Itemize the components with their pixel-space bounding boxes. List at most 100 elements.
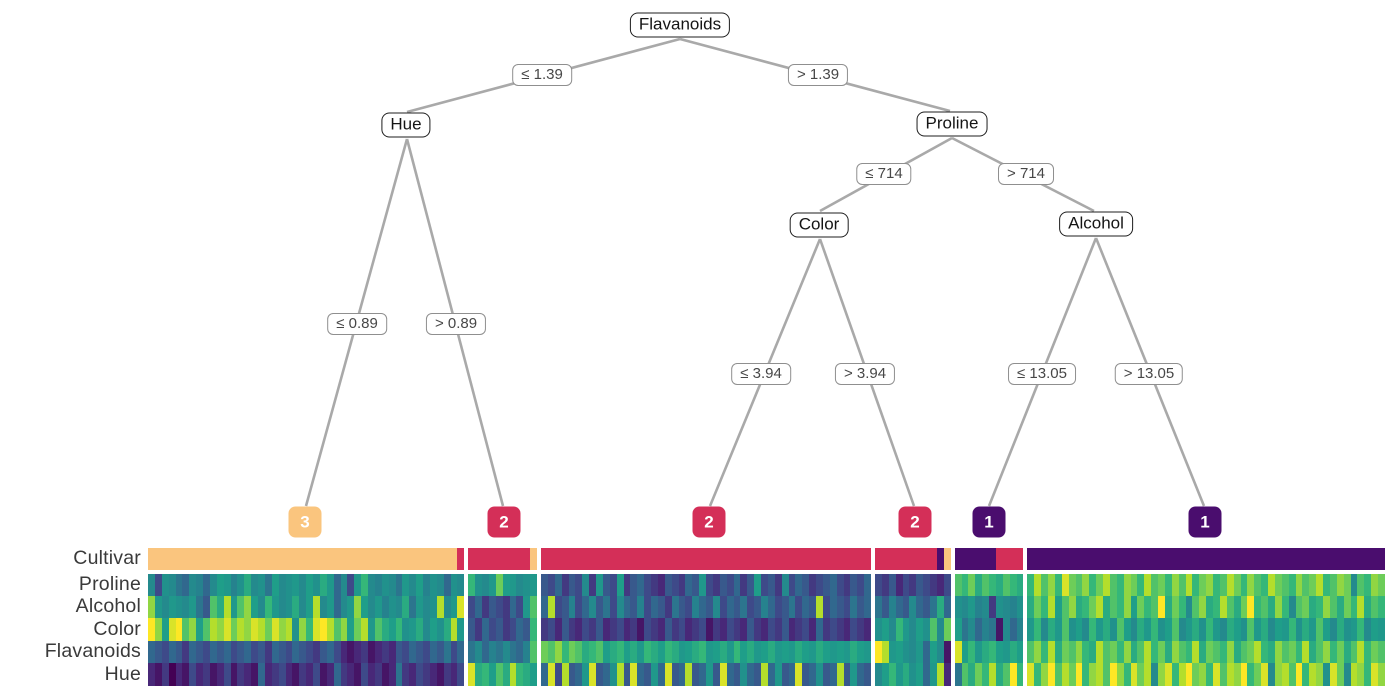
heatmap-row-hue <box>875 663 951 686</box>
heatmap-cell <box>251 640 258 664</box>
heatmap-cell <box>395 595 403 619</box>
heatmap-cell <box>271 595 279 619</box>
heatmap-cell <box>1247 618 1255 641</box>
cultivar-cell <box>416 548 423 570</box>
heatmap-cell <box>1323 595 1330 619</box>
heatmap-cell <box>916 663 924 686</box>
heatmap-cell <box>916 640 924 664</box>
heatmap-cell <box>616 663 624 686</box>
heatmap-row-labels: Cultivar Proline Alcohol Color Flavanoids Hue <box>0 548 141 686</box>
edge-label-1: > 1.39 <box>787 64 849 86</box>
heatmap-cell <box>1171 595 1179 619</box>
heatmap-row-hue <box>954 663 1024 686</box>
heatmap-cell <box>554 618 562 641</box>
cultivar-cell <box>547 548 555 570</box>
heatmap-cell <box>1151 640 1159 664</box>
heatmap-cell <box>488 663 496 686</box>
heatmap-cell <box>774 573 782 596</box>
heatmap-cell <box>374 618 382 641</box>
cultivar-cell <box>1261 548 1269 570</box>
heatmap-cell <box>767 640 775 664</box>
heatmap-cell <box>1364 595 1372 619</box>
heatmap-cell <box>1192 595 1200 619</box>
heatmap-cell <box>582 640 590 664</box>
heatmap-cell <box>402 618 410 641</box>
cultivar-cell <box>829 548 837 570</box>
heatmap-cell <box>1089 595 1097 619</box>
heatmap-cell <box>1199 663 1207 686</box>
heatmap-cell <box>1302 618 1310 641</box>
heatmap-cell <box>1089 573 1097 596</box>
heatmap-cell <box>340 573 348 596</box>
heatmap-cell <box>1206 595 1214 619</box>
tree-node-alcohol: Alcohol <box>1059 211 1133 237</box>
heatmap-cell <box>395 640 403 664</box>
heatmap-cell <box>354 595 362 619</box>
heatmap-cell <box>388 618 396 641</box>
heatmap-cell <box>930 663 937 686</box>
heatmap-cell <box>975 663 983 686</box>
heatmap-cell <box>402 663 410 686</box>
cultivar-cell <box>1254 548 1262 570</box>
heatmap-cell <box>154 595 162 619</box>
heatmap-cell <box>1364 640 1372 664</box>
heatmap-cell <box>409 640 417 664</box>
heatmap-cell <box>781 618 789 641</box>
heatmap-cell <box>1041 573 1049 596</box>
heatmap-cell <box>1096 663 1104 686</box>
heatmap-cell <box>733 618 741 641</box>
heatmap-cell <box>589 573 597 596</box>
heatmap-cell <box>244 640 252 664</box>
cultivar-cell <box>299 548 307 570</box>
heatmap-cell <box>888 595 896 619</box>
heatmap-cell <box>361 573 368 596</box>
heatmap-row-alcohol <box>875 595 951 619</box>
heatmap-cell <box>995 663 1003 686</box>
heatmap-cell <box>589 663 597 686</box>
cultivar-cell <box>402 548 410 570</box>
heatmap-cell <box>1281 573 1289 596</box>
heatmap-cell <box>1336 573 1344 596</box>
heatmap-cell <box>409 573 417 596</box>
heatmap-cell <box>1009 640 1017 664</box>
heatmap-cell <box>203 595 210 619</box>
heatmap-cell <box>468 595 476 619</box>
heatmap-cell <box>664 595 672 619</box>
heatmap-cell <box>822 595 830 619</box>
cultivar-cell <box>1288 548 1296 570</box>
heatmap-cell <box>609 618 617 641</box>
heatmap-cell <box>1164 618 1172 641</box>
cultivar-cell <box>1357 548 1365 570</box>
heatmap-cell <box>368 618 375 641</box>
heatmap-row-proline <box>954 573 1024 596</box>
heatmap-cell <box>968 595 976 619</box>
heatmap-cell <box>644 573 652 596</box>
cultivar-cell <box>1213 548 1220 570</box>
heatmap-cell <box>354 663 362 686</box>
heatmap-cell <box>1274 618 1282 641</box>
heatmap-cell <box>457 663 465 686</box>
heatmap-cell <box>1226 663 1234 686</box>
heatmap-cell <box>161 640 169 664</box>
heatmap-cell <box>1192 618 1200 641</box>
cultivar-cell <box>468 548 476 570</box>
edge-label-8: ≤ 13.05 <box>1008 363 1076 385</box>
heatmap-cell <box>1068 618 1076 641</box>
heatmap-cell <box>936 595 944 619</box>
cultivar-cell <box>423 548 430 570</box>
heatmap-cell <box>488 618 496 641</box>
heatmap-cell <box>319 618 327 641</box>
heatmap-cell <box>530 595 538 619</box>
heatmap-cell <box>747 640 755 664</box>
heatmap-row-alcohol <box>468 595 538 619</box>
heatmap-cell <box>547 640 555 664</box>
heatmap-cell <box>561 618 569 641</box>
heatmap-cell <box>516 595 524 619</box>
cultivar-cell <box>888 548 896 570</box>
heatmap-cell <box>843 595 851 619</box>
heatmap-cell <box>313 618 320 641</box>
heatmap-cell <box>1137 573 1145 596</box>
heatmap-cell <box>809 618 817 641</box>
heatmap-cell <box>1357 640 1365 664</box>
heatmap-group-3 <box>875 548 951 686</box>
